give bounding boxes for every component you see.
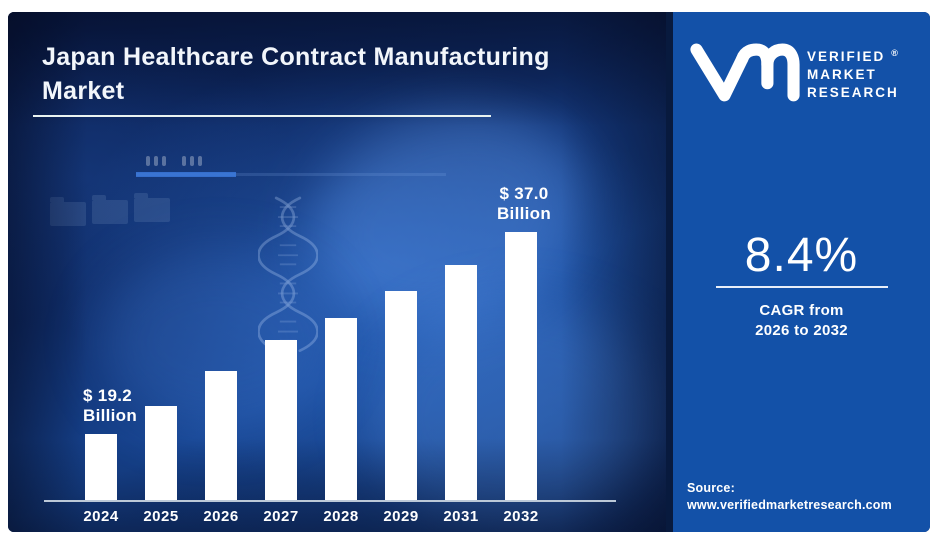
bar-2024 xyxy=(85,434,117,500)
bars-row xyxy=(85,232,537,500)
value-label-last-line1: $ 37.0 xyxy=(499,184,549,203)
bar-2025 xyxy=(145,406,177,500)
x-axis-label-2024: 2024 xyxy=(83,508,119,525)
x-axis-line xyxy=(44,500,616,502)
logo-line-verified: VERIFIED xyxy=(807,49,886,64)
chart-panel: Japan Healthcare Contract Manufacturing … xyxy=(8,12,666,532)
x-axis-label-2025: 2025 xyxy=(143,508,179,525)
value-label-first-line1: $ 19.2 xyxy=(83,386,133,405)
bar-2026 xyxy=(205,371,237,500)
value-label-last: $ 37.0 Billion xyxy=(497,184,551,224)
bar-2031 xyxy=(445,265,477,500)
cagr-caption-line2: 2026 to 2032 xyxy=(755,322,848,339)
x-axis-label-2028: 2028 xyxy=(323,508,359,525)
x-axis-label-2031: 2031 xyxy=(443,508,479,525)
cagr-divider xyxy=(715,286,888,288)
cagr-block: 8.4% CAGR from 2026 to 2032 xyxy=(673,230,930,341)
bar-2032 xyxy=(505,232,537,500)
vmr-logo: VERIFIED ® MARKET RESEARCH xyxy=(689,40,899,104)
bar-2029 xyxy=(385,291,417,500)
bar-2028 xyxy=(325,318,357,500)
bar-2027 xyxy=(265,340,297,500)
cagr-caption: CAGR from 2026 to 2032 xyxy=(673,301,930,341)
x-axis-label-2027: 2027 xyxy=(263,508,299,525)
vm-logo-mark xyxy=(690,43,800,102)
folder-icon xyxy=(92,195,128,224)
registered-trademark: ® xyxy=(891,48,898,58)
source-label: Source: xyxy=(687,481,735,495)
cagr-value: 8.4% xyxy=(744,229,859,282)
x-axis-label-2032: 2032 xyxy=(503,508,539,525)
vmr-logo-text: VERIFIED ® MARKET RESEARCH xyxy=(807,48,899,102)
folder-icon xyxy=(50,197,86,226)
source-url: www.verifiedmarketresearch.com xyxy=(687,498,892,512)
progress-bar-fill-decoration xyxy=(136,172,236,177)
title-underline xyxy=(33,115,491,117)
cagr-caption-line1: CAGR from xyxy=(759,302,844,319)
value-label-first: $ 19.2 Billion xyxy=(83,386,137,426)
x-axis-label-2026: 2026 xyxy=(203,508,239,525)
brand-panel: VERIFIED ® MARKET RESEARCH 8.4% CAGR from… xyxy=(673,12,930,532)
value-label-last-line2: Billion xyxy=(496,204,552,223)
x-axis-label-2029: 2029 xyxy=(383,508,419,525)
people-icons xyxy=(146,156,202,166)
page-title: Japan Healthcare Contract Manufacturing … xyxy=(42,43,550,105)
infographic-card: Japan Healthcare Contract Manufacturing … xyxy=(8,12,930,532)
logo-line-market: MARKET xyxy=(807,67,877,82)
value-label-first-line2: Billion xyxy=(83,406,138,425)
folder-icon xyxy=(134,193,170,222)
source-block: Source: www.verifiedmarketresearch.com xyxy=(687,480,892,514)
logo-line-research: RESEARCH xyxy=(807,85,899,100)
x-axis-labels: 2024 2025 2026 2027 2028 2029 2031 2032 xyxy=(83,508,539,525)
